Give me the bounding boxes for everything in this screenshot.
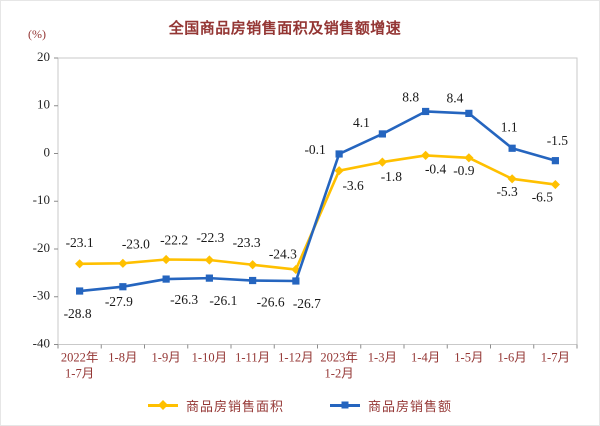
- data-point-marker: [508, 144, 516, 152]
- data-point-label: -1.5: [547, 133, 569, 148]
- data-point-label: -27.9: [105, 294, 133, 309]
- series-sales-area: -23.1 -23.0 -22.2 -22.3 -23.3 -24.3 -3.6 -1.8 -0…: [66, 150, 560, 275]
- data-point-marker: [76, 287, 84, 295]
- data-point-marker: [292, 277, 300, 285]
- x-tick-label: 1-7月: [65, 367, 94, 381]
- y-tick-label: 20: [37, 49, 50, 64]
- series-line: [78, 110, 557, 293]
- x-tick-label: 1-5月: [454, 351, 483, 365]
- data-point-marker: [464, 153, 474, 163]
- x-tick-label: 1-3月: [368, 351, 397, 365]
- data-point-marker: [119, 283, 127, 291]
- data-point-marker: [550, 179, 560, 190]
- sales-area-line-marker-icon: [147, 400, 178, 410]
- data-point-label: -26.3: [170, 292, 198, 307]
- data-point-marker: [205, 274, 213, 282]
- data-point-marker: [75, 259, 85, 269]
- data-point-marker: [334, 166, 344, 176]
- data-point-marker: [204, 255, 214, 265]
- data-point-marker: [248, 260, 258, 270]
- data-point-marker: [465, 109, 473, 117]
- data-point-marker: [335, 150, 343, 158]
- data-point-marker: [161, 254, 171, 265]
- data-point-label: -22.3: [196, 230, 224, 245]
- x-tick-label: 1-8月: [108, 351, 137, 365]
- data-point-marker: [378, 130, 386, 138]
- data-point-label: -23.1: [66, 235, 94, 250]
- data-point-marker: [162, 275, 170, 283]
- x-tick-label: 1-6月: [498, 351, 527, 365]
- data-point-label: -22.2: [160, 233, 188, 248]
- chart-legend: 商品房销售面积 商品房销售额: [1, 394, 599, 416]
- data-point-label: -0.9: [453, 163, 475, 178]
- data-point-label: 4.1: [353, 115, 370, 130]
- y-tick-label: -40: [33, 335, 50, 350]
- series-line: [78, 154, 557, 271]
- y-tick-label: 0: [44, 144, 51, 159]
- data-point-label: -28.8: [64, 306, 92, 321]
- data-point-label: -23.0: [122, 236, 150, 251]
- data-point-label: 8.4: [446, 90, 463, 105]
- legend-label-sales-amount: 商品房销售额: [368, 398, 453, 414]
- data-point-label: -6.5: [532, 190, 554, 205]
- data-point-label: -26.6: [257, 295, 285, 310]
- data-point-label: 8.8: [402, 90, 419, 105]
- data-point-marker: [118, 258, 128, 268]
- x-axis: 2022年 1-7月 1-8月 1-9月 1-10月 1-11月 1-12月 2023年 1-2…: [57, 344, 578, 381]
- series-sales-amount: -28.8 -27.9 -26.3 -26.1 -26.6 -26.7 -0.1 4.1 8.8…: [64, 90, 569, 322]
- x-tick-label: 1-10月: [192, 351, 227, 365]
- data-point-marker: [249, 276, 257, 285]
- data-point-marker: [377, 157, 387, 167]
- x-tick-label: 2023年: [320, 351, 358, 365]
- y-tick-label: -30: [33, 288, 50, 303]
- y-tick-label: -10: [33, 192, 50, 207]
- y-axis-unit-label: (%): [28, 27, 46, 41]
- chart-title: 全国商品房销售面积及销售额增速: [168, 20, 402, 37]
- legend-label-sales-area: 商品房销售面积: [185, 398, 284, 414]
- x-tick-label: 1-12月: [278, 351, 313, 365]
- x-tick-label: 1-7月: [541, 351, 570, 365]
- x-tick-label: 1-11月: [235, 351, 270, 365]
- y-tick-label: -20: [33, 240, 50, 255]
- data-point-marker: [421, 150, 431, 161]
- data-point-label: -0.4: [425, 162, 447, 177]
- data-point-label: -26.1: [209, 293, 237, 308]
- legend-entry-sales-amount: 商品房销售额: [330, 396, 452, 415]
- data-point-marker: [507, 174, 517, 184]
- sales-amount-line-marker-icon: [330, 401, 360, 409]
- data-point-label: -24.3: [269, 247, 297, 262]
- y-axis: 20 10 0 -10 -20 -30 -40: [33, 49, 58, 350]
- x-tick-label: 1-2月: [325, 367, 354, 381]
- data-point-label: -0.1: [304, 142, 325, 157]
- y-tick-label: 10: [37, 97, 50, 112]
- x-tick-label: 1-4月: [411, 351, 440, 365]
- data-point-label: -23.3: [233, 235, 261, 250]
- legend-entry-sales-area: 商品房销售面积: [147, 396, 284, 415]
- data-point-label: 1.1: [501, 119, 518, 134]
- data-point-marker: [422, 107, 430, 116]
- data-point-label: -5.3: [496, 184, 518, 199]
- data-point-label: -1.8: [381, 169, 403, 184]
- data-point-label: -3.6: [342, 178, 364, 193]
- data-point-marker: [551, 157, 559, 165]
- data-point-label: -26.7: [293, 296, 321, 311]
- x-tick-label: 1-9月: [152, 351, 181, 365]
- x-tick-label: 2022年: [61, 351, 99, 365]
